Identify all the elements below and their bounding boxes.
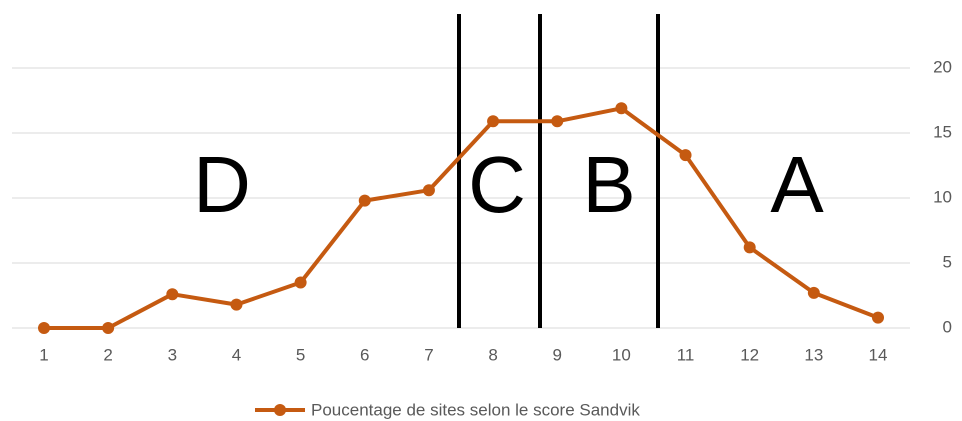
legend-label: Poucentage de sites selon le score Sandv… [311,400,640,419]
point [615,102,628,115]
x-tick-label: 10 [612,345,631,364]
x-tick-label: 9 [552,345,561,364]
legend-marker [274,404,286,416]
point [807,286,820,299]
point [358,194,371,207]
x-tick-label: 7 [424,345,433,364]
point [422,184,435,197]
y-tick-label: 20 [933,57,952,76]
x-tick-label: 6 [360,345,369,364]
point [230,298,243,311]
point [679,149,692,162]
annotation: A [770,140,824,229]
series-line [44,106,879,330]
point [872,311,884,324]
x-tick-label: 13 [804,345,823,364]
point [102,322,115,334]
point [294,276,307,289]
y-tick-label: 10 [933,187,952,206]
annotation: C [468,140,526,229]
point [743,241,756,254]
point [487,115,500,128]
x-tick-label: 14 [869,345,888,364]
y-tick-label: 0 [943,317,952,336]
x-tick-label: 11 [677,345,695,364]
x-tick-label: 8 [488,345,497,364]
point [38,322,50,334]
x-tick-label: 12 [740,345,759,364]
x-tick-label: 1 [39,345,48,364]
y-tick-label: 15 [933,122,952,141]
y-tick-label: 5 [943,252,952,271]
annotation: D [193,140,251,229]
x-tick-label: 3 [168,345,177,364]
x-tick-label: 4 [232,345,241,364]
point [166,288,179,301]
point [551,115,564,128]
annotation: B [582,140,635,229]
x-tick-label: 2 [103,345,112,364]
x-tick-label: 5 [296,345,305,364]
